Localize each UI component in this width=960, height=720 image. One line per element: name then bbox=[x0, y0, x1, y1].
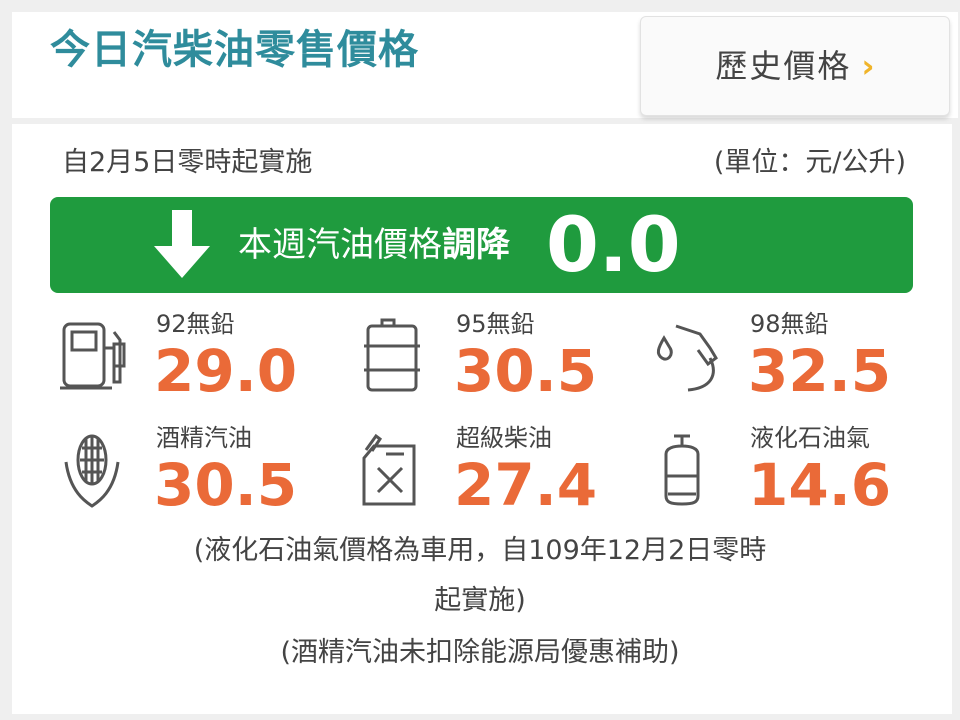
lpg-note-line2: 起實施) bbox=[434, 585, 526, 616]
fuel-price: 27.4 bbox=[454, 451, 598, 519]
fuel-price: 14.6 bbox=[748, 451, 892, 519]
adjustment-value: 0.0 bbox=[546, 200, 681, 289]
fuel-item-lpg: 液化石油氣 14.6 bbox=[652, 424, 942, 520]
weekly-adjustment-banner: 本週汽油價格調降 0.0 bbox=[50, 197, 913, 293]
history-price-button[interactable]: 歷史價格 › bbox=[640, 16, 950, 116]
jerry-can-icon bbox=[362, 433, 416, 506]
chevron-right-icon: › bbox=[861, 47, 875, 85]
fuel-name: 98無鉛 bbox=[750, 310, 829, 338]
page-title: 今日汽柴油零售價格 bbox=[50, 27, 419, 73]
fuel-item-98: 98無鉛 32.5 bbox=[652, 310, 942, 406]
fuel-name: 超級柴油 bbox=[456, 424, 552, 452]
corn-icon bbox=[64, 434, 120, 508]
fuel-item-diesel: 超級柴油 27.4 bbox=[358, 424, 648, 520]
history-price-label: 歷史價格 bbox=[715, 47, 852, 85]
ethanol-note: (酒精汽油未扣除能源局優惠補助) bbox=[280, 637, 680, 668]
fuel-price: 29.0 bbox=[154, 337, 298, 405]
fuel-name: 液化石油氣 bbox=[750, 424, 870, 452]
arrow-down-icon bbox=[154, 210, 210, 278]
adjustment-text: 本週汽油價格調降 bbox=[238, 225, 510, 265]
fuel-name: 95無鉛 bbox=[456, 310, 535, 338]
lpg-note-line1: (液化石油氣價格為車用，自109年12月2日零時 bbox=[193, 535, 767, 566]
gas-cylinder-icon bbox=[664, 434, 700, 506]
oil-barrel-icon bbox=[364, 318, 420, 392]
fuel-name: 酒精汽油 bbox=[156, 424, 252, 452]
fuel-name: 92無鉛 bbox=[156, 310, 235, 338]
fuel-price: 30.5 bbox=[454, 337, 598, 405]
fuel-price: 32.5 bbox=[748, 337, 892, 405]
fuel-price: 30.5 bbox=[154, 451, 298, 519]
fuel-item-ethanol: 酒精汽油 30.5 bbox=[58, 424, 348, 520]
fuel-item-95: 95無鉛 30.5 bbox=[358, 310, 648, 406]
effective-date: 自2月5日零時起實施 bbox=[62, 147, 313, 178]
gas-pump-icon bbox=[60, 322, 126, 390]
fuel-nozzle-icon bbox=[656, 324, 718, 392]
fuel-item-92: 92無鉛 29.0 bbox=[58, 310, 348, 406]
unit-label: (單位：元/公升) bbox=[713, 147, 906, 178]
